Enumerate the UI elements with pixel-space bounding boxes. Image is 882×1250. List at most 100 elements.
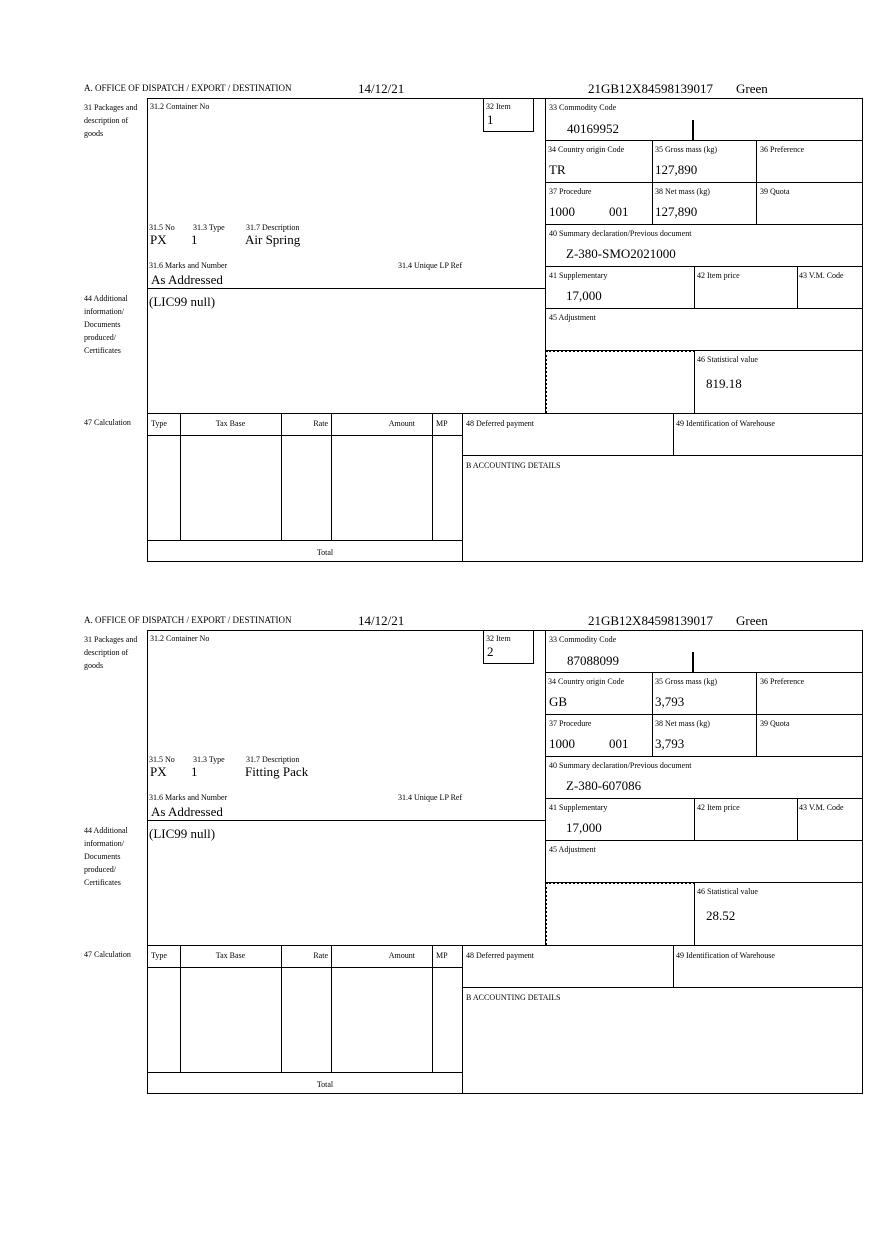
country-origin: TR [549, 162, 566, 177]
calc-mp-header: MP [436, 951, 448, 960]
type-label: 31.3 Type [193, 755, 225, 764]
country-origin-label: 34 Country origin Code [548, 145, 625, 154]
statistical-value: 28.52 [706, 908, 736, 923]
total-label: Total [316, 548, 334, 557]
country-origin-label: 34 Country origin Code [548, 677, 625, 686]
vm-code-label: 43 V.M. Code [799, 271, 844, 280]
accounting-cell [462, 987, 863, 1094]
procedure-code: 1000 [549, 204, 575, 219]
gross-mass-label: 35 Gross mass (kg) [655, 677, 717, 686]
description-label: 31.7 Description [246, 755, 300, 764]
item-number: 2 [487, 644, 494, 659]
no-label: 31.5 No [149, 223, 175, 232]
container-no-label: 31.2 Container No [150, 634, 210, 643]
calc-column [147, 435, 181, 541]
procedure-label: 37 Procedure [549, 719, 592, 728]
type-label: 31.3 Type [193, 223, 225, 232]
warehouse-label: 49 Identification of Warehouse [676, 419, 775, 428]
gross-mass: 3,793 [655, 694, 685, 709]
declaration-reference: 21GB12X84598139017 [588, 81, 713, 96]
commodity-code: 87088099 [567, 653, 619, 668]
calc-column [331, 967, 433, 1073]
accounting-label: B ACCOUNTING DETAILS [466, 461, 561, 470]
statistical-value-label: 46 Statistical value [697, 887, 758, 896]
calc-column [281, 435, 332, 541]
adjustment-label: 45 Adjustment [549, 845, 596, 854]
package-count: 1 [191, 232, 198, 247]
calc-rate-header: Rate [313, 419, 328, 428]
calc-type-header: Type [151, 419, 167, 428]
additional-info: (LIC99 null) [149, 826, 216, 841]
summary-declaration: Z-380-607086 [566, 778, 642, 793]
calc-tax-base-header: Tax Base [215, 419, 246, 428]
additional-info-label: 44 Additional information/ Documents pro… [84, 826, 128, 887]
item-label: 32 Item [486, 634, 511, 643]
quota-label: 39 Quota [760, 719, 790, 728]
calculation-label: 47 Calculation [84, 950, 131, 959]
quota-label: 39 Quota [760, 187, 790, 196]
summary-declaration-label: 40 Summary declaration/Previous document [549, 229, 692, 238]
packages-label: 31 Packages and description of goods [84, 635, 138, 670]
gross-mass-label: 35 Gross mass (kg) [655, 145, 717, 154]
procedure-additional: 001 [609, 736, 629, 751]
vm-code-label: 43 V.M. Code [799, 803, 844, 812]
commodity-code: 40169952 [567, 121, 619, 136]
declaration-date: 14/12/21 [358, 613, 405, 628]
package-kind: PX [150, 764, 167, 779]
unique-lp-ref-label: 31.4 Unique LP Ref [398, 261, 463, 270]
marks-label: 31.6 Marks and Number [149, 261, 228, 270]
declaration-date: 14/12/21 [358, 81, 405, 96]
warehouse-label: 49 Identification of Warehouse [676, 951, 775, 960]
preference-label: 36 Preference [760, 677, 805, 686]
calc-column [331, 435, 433, 541]
packages-label: 31 Packages and description of goods [84, 103, 138, 138]
commodity-code-label: 33 Commodity Code [549, 103, 617, 112]
item-label: 32 Item [486, 102, 511, 111]
dotted-divider [546, 350, 695, 352]
item-box [483, 98, 534, 132]
deferred-payment-label: 48 Deferred payment [466, 951, 534, 960]
dotted-divider [545, 882, 547, 945]
calc-mp-header: MP [436, 419, 448, 428]
item-price-label: 42 Item price [697, 803, 740, 812]
goods-description: Fitting Pack [245, 764, 309, 779]
additional-info: (LIC99 null) [149, 294, 216, 309]
net-mass-label: 38 Net mass (kg) [655, 187, 710, 196]
container-no-label: 31.2 Container No [150, 102, 210, 111]
supplementary-value: 17,000 [566, 288, 602, 303]
office-label: A. OFFICE OF DISPATCH / EXPORT / DESTINA… [84, 83, 292, 93]
supplementary-label: 41 Supplementary [549, 803, 608, 812]
calc-column [281, 967, 332, 1073]
supplementary-label: 41 Supplementary [549, 271, 608, 280]
calc-column [432, 435, 463, 541]
no-label: 31.5 No [149, 755, 175, 764]
marks-value: As Addressed [151, 804, 223, 819]
net-mass-label: 38 Net mass (kg) [655, 719, 710, 728]
item-price-label: 42 Item price [697, 271, 740, 280]
marks-label: 31.6 Marks and Number [149, 793, 228, 802]
calc-type-header: Type [151, 951, 167, 960]
calc-column [147, 967, 181, 1073]
dotted-divider [546, 882, 695, 884]
package-count: 1 [191, 764, 198, 779]
gross-mass: 127,890 [655, 162, 698, 177]
route-colour: Green [736, 81, 768, 96]
calc-column [180, 967, 282, 1073]
accounting-label: B ACCOUNTING DETAILS [466, 993, 561, 1002]
supplementary-value: 17,000 [566, 820, 602, 835]
country-origin: GB [549, 694, 568, 709]
calculation-label: 47 Calculation [84, 418, 131, 427]
total-label: Total [316, 1080, 334, 1089]
net-mass: 127,890 [655, 204, 698, 219]
statistical-value: 819.18 [706, 376, 742, 391]
declaration-reference: 21GB12X84598139017 [588, 613, 713, 628]
net-mass: 3,793 [655, 736, 685, 751]
additional-info-label: 44 Additional information/ Documents pro… [84, 294, 128, 355]
package-kind: PX [150, 232, 167, 247]
adjustment-label: 45 Adjustment [549, 313, 596, 322]
unique-lp-ref-label: 31.4 Unique LP Ref [398, 793, 463, 802]
dotted-divider [545, 350, 547, 413]
procedure-code: 1000 [549, 736, 575, 751]
marks-value: As Addressed [151, 272, 223, 287]
summary-declaration-label: 40 Summary declaration/Previous document [549, 761, 692, 770]
